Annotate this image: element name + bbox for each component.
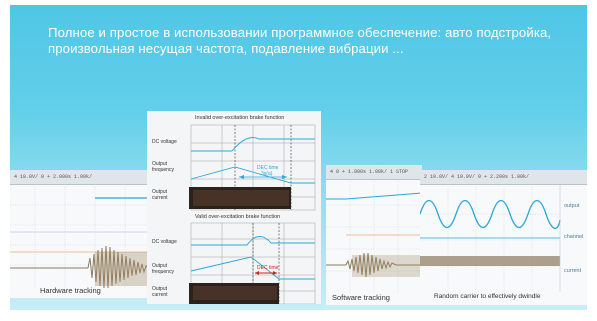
dec-time-annotation-top: DEC time <box>257 165 279 171</box>
left-scope-plot <box>10 184 150 289</box>
random-carrier-panel: 2 10.0V/ 4 10.0V/ 0 + 2.200s 1.00k/ outp… <box>420 170 587 305</box>
software-tracking-caption: Software tracking <box>332 293 390 302</box>
valid-title: Valid over-excitation brake function <box>195 214 281 220</box>
output-frequency-label-bottom: Output frequency <box>152 263 174 275</box>
headline: Полное и простое в использовании програм… <box>48 25 552 56</box>
dc-voltage-label-bottom: DC voltage <box>152 239 177 245</box>
dec-time-annotation-bottom: DEC time <box>257 265 279 271</box>
random-carrier-caption: Random carrier to effectively dwindle <box>434 293 541 300</box>
output-current-label-bottom: Output current <box>152 286 168 298</box>
legend-output: output <box>564 203 580 209</box>
feature-banner: Полное и простое в использовании програм… <box>10 5 587 310</box>
legend-channel: channel <box>564 234 584 240</box>
software-scope-plot <box>326 179 422 293</box>
dc-voltage-label-top: DC voltage <box>152 139 177 145</box>
left-scope-panel: 4 10.0V/ 0 + 2.000s 1.00k/ Hardware trac… <box>10 170 150 298</box>
left-scope-topbar: 4 10.0V/ 0 + 2.000s 1.00k/ <box>10 170 150 185</box>
invalid-title: Invalid over-excitation brake function <box>195 115 285 121</box>
legend-current: current <box>564 268 582 274</box>
random-carrier-plot <box>420 184 561 292</box>
software-tracking-panel: 4 0 + 1.000s 1.00k/ 1 STOP Software trac… <box>326 165 422 305</box>
center-plots <box>189 124 316 304</box>
random-carrier-topbar: 2 10.0V/ 4 10.0V/ 0 + 2.200s 1.00k/ <box>420 170 587 185</box>
output-frequency-label-top: Output frequency <box>152 161 174 173</box>
dec-time-annotation-top-sub: 3s(a) <box>261 171 273 177</box>
center-comparison-panel: Invalid over-excitation brake function <box>147 111 321 304</box>
output-current-label-top: Output current <box>152 189 168 201</box>
left-scope-caption: Hardware tracking <box>40 286 101 295</box>
